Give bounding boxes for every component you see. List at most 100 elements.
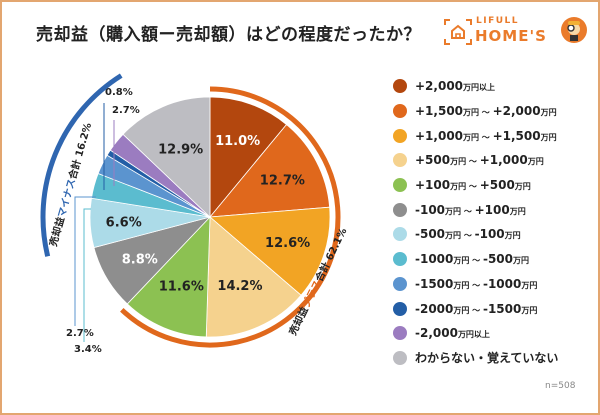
house-icon <box>444 19 472 45</box>
legend-swatch <box>393 326 407 341</box>
legend-swatch <box>393 202 407 217</box>
legend-text-main: -1500 <box>415 276 454 291</box>
pie-slice <box>209 206 331 296</box>
sample-size: n=508 <box>545 381 576 391</box>
pie-slice <box>209 96 288 219</box>
legend-text-main: +500 <box>415 153 451 168</box>
legend-text-main: -500 <box>415 227 446 242</box>
legend-text-main: +100 <box>415 178 451 193</box>
chart-title: 売却益（購入額ー売却額）はどの程度だったか？ <box>36 25 421 45</box>
legend-swatch <box>393 79 407 94</box>
logo-text-big: HOME'S <box>475 27 547 45</box>
legend-text-unit: 万円 ～ <box>445 231 475 241</box>
legend-swatch <box>393 350 407 365</box>
legend-text-main: -100 <box>415 202 446 217</box>
legend-item: -500万円 ～ -100万円 <box>393 222 558 247</box>
legend-item: -1500万円 ～ -1000万円 <box>393 272 558 297</box>
legend-label: -500万円 ～ -100万円 <box>415 227 521 241</box>
slice-label: 12.9% <box>158 143 203 158</box>
legend-text-main2: +500 <box>479 178 515 193</box>
legend-text-unit2: 万円 <box>513 256 529 266</box>
legend-label: +100万円 ～ +500万円 <box>415 178 531 192</box>
slice-label: 12.6% <box>265 236 310 251</box>
legend-label: -1000万円 ～ -500万円 <box>415 252 529 266</box>
legend-label: -2,000万円以上 <box>415 326 490 340</box>
legend-item: わからない・覚えていない <box>393 346 558 371</box>
legend-text-unit2: 万円 <box>540 132 557 142</box>
legend-text-unit: 万円 ～ <box>463 132 493 142</box>
legend-text-main: -2000 <box>415 301 454 316</box>
legend-text-unit: 万円 ～ <box>453 280 483 290</box>
legend-swatch <box>393 301 407 316</box>
legend-text-unit2: 万円 <box>527 157 544 167</box>
legend-swatch <box>393 128 407 143</box>
legend-swatch <box>393 252 407 267</box>
legend-label: わからない・覚えていない <box>415 349 558 366</box>
legend-text-unit2: 万円 <box>509 206 526 216</box>
legend-text-unit: 万円 ～ <box>453 256 483 266</box>
legend-swatch <box>393 178 407 193</box>
group-label-prefix: 売却益 <box>46 215 67 247</box>
legend-text-unit2: 万円 <box>521 305 538 315</box>
legend-text-main: わからない・覚えていない <box>415 351 559 366</box>
legend-item: +100万円 ～ +500万円 <box>393 173 558 198</box>
legend-text-main2: -1000 <box>482 276 522 291</box>
legend-swatch <box>393 104 407 119</box>
group-total-label: 売却益マイナス合計 16.2% <box>46 121 94 248</box>
minus-group-arc <box>40 73 123 257</box>
slice-label: 0.8% <box>105 87 133 98</box>
legend-text-main: +1,500 <box>415 104 464 119</box>
slice-label: 3.4% <box>74 344 102 355</box>
callout-line <box>74 196 96 326</box>
plus-group-arc <box>120 86 341 348</box>
legend-text-main: -1000 <box>415 252 454 267</box>
legend: +2,000万円以上 +1,500万円 ～ +2,000万円 +1,000万円 ～ … <box>393 74 558 370</box>
legend-text-unit: 万円以上 <box>457 330 490 340</box>
slice-label: 12.7% <box>260 173 305 188</box>
slice-label: 11.6% <box>159 280 204 295</box>
legend-item: -2,000万円以上 <box>393 321 558 346</box>
legend-text-main2: -100 <box>474 227 505 242</box>
legend-label: +1,000万円 ～ +1,500万円 <box>415 129 557 143</box>
legend-swatch <box>393 153 407 168</box>
legend-text-main2: +1,500 <box>492 128 541 143</box>
legend-text-unit: 万円 ～ <box>463 108 493 118</box>
mascot-icon <box>561 17 587 43</box>
legend-text-unit2: 万円 <box>514 182 531 192</box>
slice-label: 6.6% <box>106 215 142 230</box>
logo-text-small: LIFULL <box>476 16 520 26</box>
legend-label: +2,000万円以上 <box>415 79 495 93</box>
legend-item: -1000万円 ～ -500万円 <box>393 247 558 272</box>
legend-item: -100万円 ～ +100万円 <box>393 197 558 222</box>
pie-slice <box>126 215 211 338</box>
legend-swatch <box>393 276 407 291</box>
legend-text-main: +1,000 <box>415 128 464 143</box>
legend-label: +1,500万円 ～ +2,000万円 <box>415 104 557 118</box>
legend-text-unit: 万円 ～ <box>450 157 480 167</box>
legend-text-main2: -500 <box>482 252 513 267</box>
slice-label: 2.7% <box>112 105 140 116</box>
legend-text-main: +2,000 <box>415 79 464 94</box>
legend-item: +1,000万円 ～ +1,500万円 <box>393 123 558 148</box>
legend-label: -1500万円 ～ -1000万円 <box>415 277 537 291</box>
callout-line <box>83 208 91 342</box>
legend-text-unit: 万円 ～ <box>450 182 480 192</box>
slice-label: 2.7% <box>66 328 94 339</box>
lifull-homes-logo: LIFULL HOME'S <box>442 14 592 48</box>
slice-label: 11.0% <box>215 134 260 149</box>
legend-item: +1,500万円 ～ +2,000万円 <box>393 99 558 124</box>
legend-text-main2: +2,000 <box>492 104 541 119</box>
legend-item: +500万円 ～ +1,000万円 <box>393 148 558 173</box>
pie-slice <box>122 96 211 218</box>
pie-slice <box>205 216 302 338</box>
legend-label: +500万円 ～ +1,000万円 <box>415 153 544 167</box>
slice-label: 8.8% <box>122 253 158 268</box>
legend-text-unit: 万円 ～ <box>445 206 475 216</box>
legend-item: +2,000万円以上 <box>393 74 558 99</box>
legend-text-unit: 万円 ～ <box>453 305 483 315</box>
legend-swatch <box>393 227 407 242</box>
legend-text-unit: 万円以上 <box>463 83 496 93</box>
slice-label: 14.2% <box>217 279 262 294</box>
legend-text-main2: +1,000 <box>479 153 528 168</box>
